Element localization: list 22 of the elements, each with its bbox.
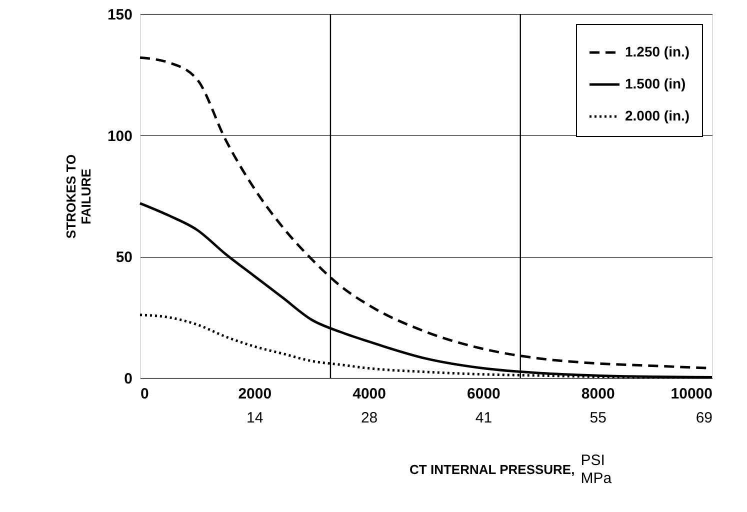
x2-tick-label: 41 [475, 410, 492, 426]
legend-label: 1.250 (in.) [625, 44, 690, 60]
text: PSI [580, 452, 605, 469]
x2-tick-label: 55 [590, 410, 606, 426]
y-tick-label: 150 [107, 6, 132, 24]
legend-label: 2.000 (in.) [625, 108, 690, 124]
x2-tick-label: 14 [246, 410, 264, 426]
y-tick-label: 50 [116, 249, 132, 266]
y-axis-title: STROKES TO FAILURE [63, 154, 94, 239]
text: MPa [580, 470, 612, 487]
y-tick-label: 0 [124, 370, 132, 388]
x2-tick-label: 28 [360, 410, 378, 426]
x-tick-label: 2000 [238, 386, 272, 402]
y-tick-label: 100 [107, 128, 132, 145]
x-tick-label: 8000 [581, 386, 615, 402]
x-axis-title: CT INTERNAL PRESSURE, [410, 462, 575, 477]
legend-label: 1.500 (in) [625, 76, 686, 92]
x-tick-label: 0 [140, 386, 149, 402]
x-tick-label: 10000 [670, 386, 712, 402]
x-tick-label: 6000 [467, 386, 500, 402]
x2-tick-label: 69 [696, 410, 712, 426]
x-tick-label: 4000 [352, 386, 386, 402]
